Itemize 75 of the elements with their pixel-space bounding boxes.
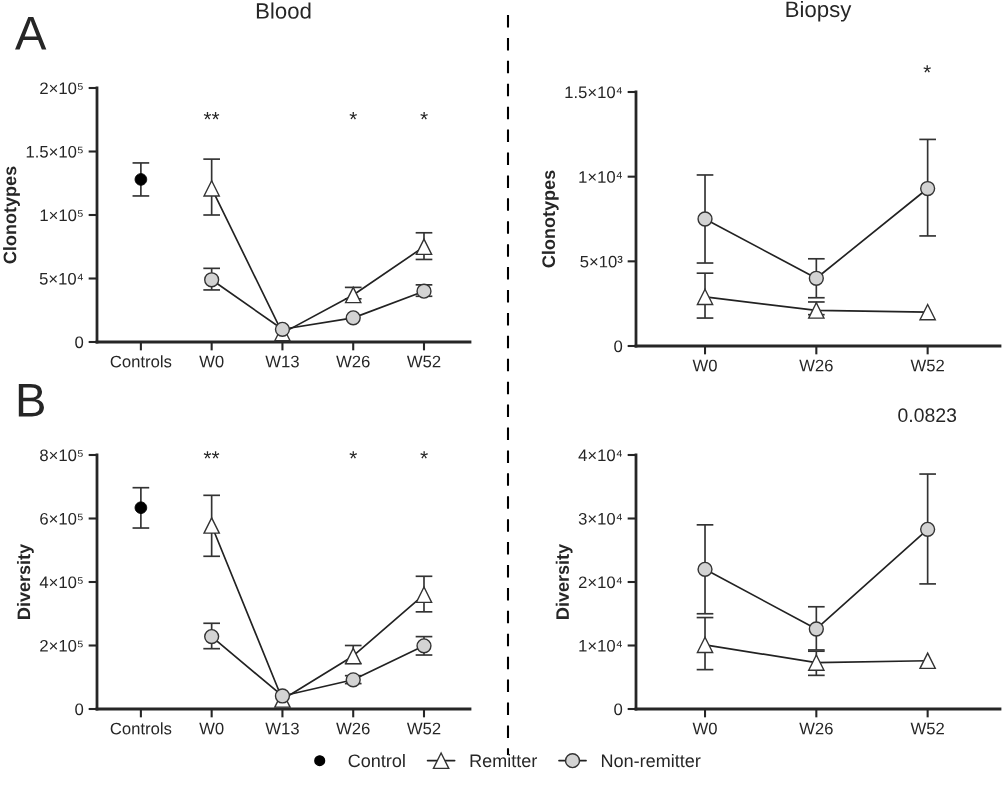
point bbox=[920, 180, 936, 197]
y-tick-label: 2×10⁵ bbox=[40, 82, 83, 95]
point bbox=[696, 636, 714, 654]
point bbox=[274, 688, 291, 704]
annotation: * bbox=[349, 112, 357, 120]
point bbox=[919, 303, 936, 321]
y-axis-title: Clonotypes bbox=[541, 170, 559, 268]
point bbox=[415, 238, 433, 256]
point bbox=[697, 211, 713, 227]
point bbox=[203, 517, 220, 534]
y-tick-label: 1×10⁵ bbox=[40, 209, 83, 222]
y-tick-label: 8×10⁵ bbox=[40, 449, 83, 462]
chart-title: Biopsy bbox=[786, 0, 852, 22]
x-tick-label: W26 bbox=[799, 722, 833, 735]
y-axis-title: Diversity bbox=[555, 543, 573, 619]
annotation: * bbox=[349, 451, 357, 459]
point bbox=[920, 521, 936, 537]
y-axis-title: Clonotypes bbox=[3, 166, 20, 264]
annotation: * bbox=[420, 112, 428, 120]
y-axis-title: Diversity bbox=[16, 543, 34, 619]
x-tick-label: W52 bbox=[406, 355, 441, 368]
text: * bbox=[923, 65, 931, 73]
y-tick-label: 5×10⁴ bbox=[39, 272, 83, 285]
point bbox=[808, 621, 824, 637]
legend-label: Non-remitter bbox=[601, 753, 701, 768]
y-tick-label: 1×10⁴ bbox=[579, 639, 622, 652]
x-tick-label: W26 bbox=[336, 722, 370, 735]
x-tick-label: W52 bbox=[910, 722, 944, 735]
x-tick-label: W26 bbox=[799, 359, 833, 372]
y-tick-label: 2×10⁴ bbox=[578, 576, 622, 589]
x-tick-label: W52 bbox=[406, 722, 441, 735]
annotation: ** bbox=[203, 451, 220, 459]
y-tick-label: 5×10³ bbox=[580, 255, 623, 268]
annotation: ** bbox=[203, 112, 220, 120]
y-tick-label: 0 bbox=[75, 703, 84, 716]
y-tick-label: 1.5×10⁴ bbox=[565, 86, 622, 99]
point bbox=[696, 288, 714, 306]
x-tick-label: W13 bbox=[265, 355, 299, 368]
y-tick-label: 1.5×10⁵ bbox=[26, 145, 83, 158]
point bbox=[697, 561, 713, 577]
x-tick-label: Controls bbox=[110, 722, 172, 735]
point bbox=[274, 321, 291, 337]
x-tick-label: W0 bbox=[199, 722, 224, 735]
point bbox=[204, 628, 220, 645]
y-tick-label: 4×10⁵ bbox=[39, 576, 83, 589]
x-tick-label: W0 bbox=[692, 359, 717, 372]
x-tick-label: W52 bbox=[910, 359, 944, 372]
point bbox=[344, 286, 362, 304]
y-tick-label: 1×10⁴ bbox=[579, 171, 622, 183]
text: 0.0823 bbox=[898, 408, 957, 423]
legend-label: Control bbox=[348, 753, 405, 768]
text: B bbox=[18, 383, 44, 417]
text: A bbox=[15, 16, 47, 50]
point bbox=[345, 310, 361, 326]
point bbox=[204, 272, 220, 288]
x-tick-label: W13 bbox=[265, 722, 299, 735]
x-tick-label: W0 bbox=[199, 355, 224, 368]
point bbox=[807, 654, 825, 671]
y-tick-label: 0 bbox=[614, 340, 623, 353]
point bbox=[808, 270, 824, 286]
y-tick-label: 0 bbox=[75, 336, 84, 349]
point bbox=[919, 652, 936, 670]
x-tick-label: W0 bbox=[692, 722, 717, 735]
x-tick-label: W26 bbox=[336, 355, 370, 368]
y-tick-label: 4×10⁴ bbox=[578, 449, 622, 462]
legend-label: Remitter bbox=[470, 753, 538, 768]
y-tick-label: 2×10⁵ bbox=[40, 639, 83, 652]
y-tick-label: 3×10⁴ bbox=[578, 512, 622, 525]
y-tick-label: 6×10⁵ bbox=[40, 512, 83, 525]
point bbox=[203, 179, 220, 197]
annotation: * bbox=[420, 451, 428, 459]
x-tick-label: Controls bbox=[110, 355, 172, 368]
point bbox=[415, 586, 433, 604]
chart-title: Blood bbox=[256, 2, 311, 19]
y-tick-label: 0 bbox=[614, 703, 623, 716]
